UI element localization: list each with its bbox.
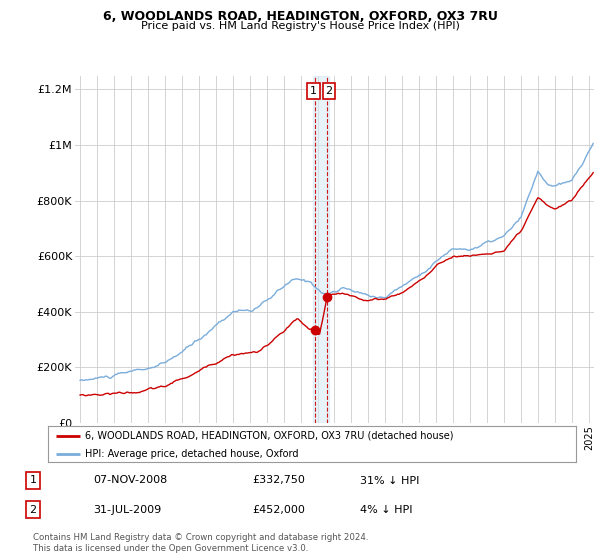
Text: 4% ↓ HPI: 4% ↓ HPI xyxy=(360,505,413,515)
Text: HPI: Average price, detached house, Oxford: HPI: Average price, detached house, Oxfo… xyxy=(85,449,298,459)
Text: 1: 1 xyxy=(29,475,37,486)
Text: 1: 1 xyxy=(310,86,317,96)
Text: 6, WOODLANDS ROAD, HEADINGTON, OXFORD, OX3 7RU (detached house): 6, WOODLANDS ROAD, HEADINGTON, OXFORD, O… xyxy=(85,431,454,441)
Text: Contains HM Land Registry data © Crown copyright and database right 2024.
This d: Contains HM Land Registry data © Crown c… xyxy=(33,533,368,553)
Text: 31-JUL-2009: 31-JUL-2009 xyxy=(93,505,161,515)
Text: 2: 2 xyxy=(326,86,332,96)
Bar xyxy=(313,76,329,423)
Text: 31% ↓ HPI: 31% ↓ HPI xyxy=(360,475,419,486)
Text: 07-NOV-2008: 07-NOV-2008 xyxy=(93,475,167,486)
Text: 2: 2 xyxy=(29,505,37,515)
Text: £332,750: £332,750 xyxy=(252,475,305,486)
Text: 6, WOODLANDS ROAD, HEADINGTON, OXFORD, OX3 7RU: 6, WOODLANDS ROAD, HEADINGTON, OXFORD, O… xyxy=(103,10,497,23)
Text: £452,000: £452,000 xyxy=(252,505,305,515)
Text: Price paid vs. HM Land Registry's House Price Index (HPI): Price paid vs. HM Land Registry's House … xyxy=(140,21,460,31)
